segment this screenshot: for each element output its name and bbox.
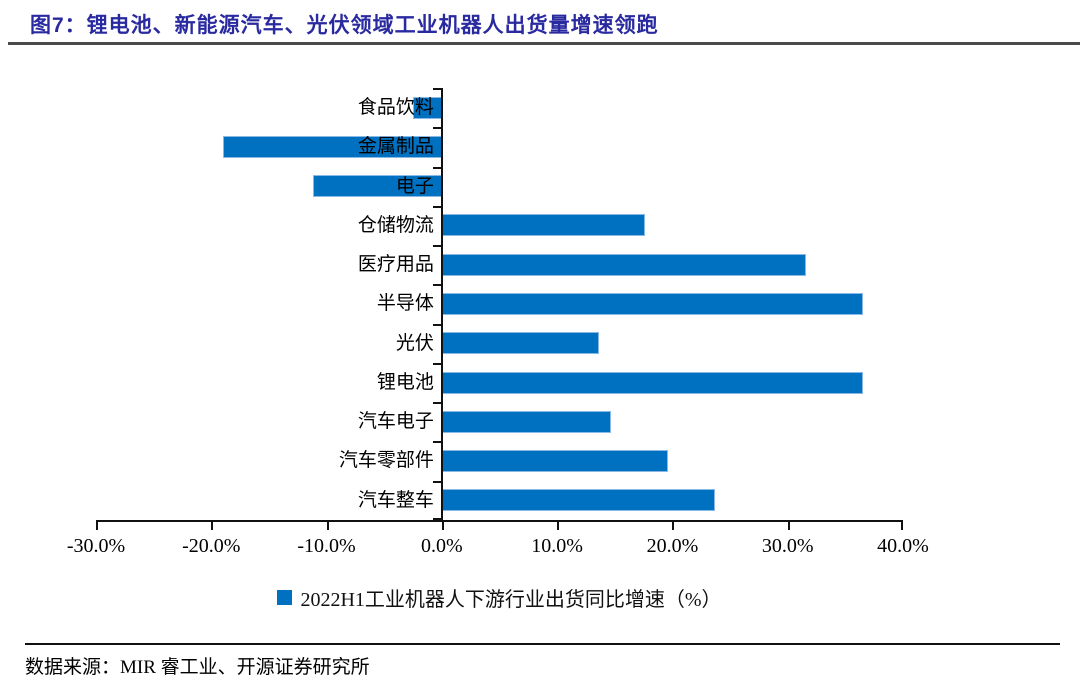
chart-bar — [441, 332, 599, 355]
y-axis-tick — [432, 284, 441, 287]
y-axis-tick — [432, 402, 441, 405]
x-axis-label: 10.0% — [531, 535, 583, 557]
x-axis-tick — [326, 522, 329, 530]
category-label: 电子 — [395, 175, 434, 197]
x-axis-label: 30.0% — [761, 535, 814, 557]
title-divider — [8, 42, 1080, 45]
legend: 2022H1工业机器人下游行业出货同比增速（%） — [96, 583, 903, 612]
y-axis-tick — [432, 245, 441, 248]
category-label: 仓储物流 — [357, 214, 434, 236]
chart-bar — [441, 489, 716, 512]
category-label: 锂电池 — [376, 371, 434, 393]
y-axis-tick — [432, 166, 441, 169]
x-axis-label: 20.0% — [646, 535, 699, 557]
category-label: 汽车整车 — [357, 489, 434, 511]
category-label: 金属制品 — [357, 136, 434, 158]
x-axis-tick — [441, 522, 444, 530]
category-label: 汽车零部件 — [338, 450, 434, 472]
legend-label: 2022H1工业机器人下游行业出货同比增速（%） — [300, 589, 722, 611]
x-axis-line — [96, 520, 903, 522]
x-axis-tick — [901, 522, 903, 530]
x-axis-label: -30.0% — [66, 535, 126, 557]
y-axis-tick — [432, 323, 441, 326]
y-axis-tick — [432, 88, 441, 90]
y-axis-tick — [432, 362, 441, 365]
y-axis-tick — [432, 518, 441, 520]
y-axis-tick — [432, 441, 441, 444]
figure-title: 图7：锂电池、新能源汽车、光伏领域工业机器人出货量增速领跑 — [30, 14, 659, 37]
x-axis-label: -10.0% — [297, 535, 356, 557]
y-axis-tick — [432, 480, 441, 483]
footer-divider — [25, 643, 1060, 645]
legend-swatch-icon — [277, 590, 293, 605]
x-axis-label: 0.0% — [421, 535, 463, 557]
chart-bar — [441, 214, 645, 237]
plot-area: 食品饮料金属制品电子仓储物流医疗用品半导体光伏锂电池汽车电子汽车零部件汽车整车 -… — [67, 88, 929, 557]
chart-bar — [441, 410, 612, 433]
x-axis-tick — [787, 522, 790, 530]
chart-bar — [441, 293, 863, 315]
category-label: 汽车电子 — [357, 411, 434, 433]
chart-bar — [441, 253, 807, 276]
category-label: 半导体 — [376, 293, 434, 315]
chart-bar — [441, 450, 668, 473]
category-label: 医疗用品 — [357, 254, 434, 276]
y-axis-tick — [432, 127, 441, 130]
x-axis-tick — [672, 522, 675, 530]
x-axis-tick — [211, 522, 214, 530]
y-axis-line — [440, 88, 443, 520]
x-axis-tick — [96, 522, 98, 530]
y-axis-tick — [432, 205, 441, 208]
x-axis-label: 40.0% — [877, 535, 929, 557]
category-label: 光伏 — [395, 332, 434, 354]
data-source: 数据来源：MIR 睿工业、开源证券研究所 — [25, 657, 370, 678]
chart-bar — [441, 371, 863, 394]
x-axis-tick — [557, 522, 560, 530]
x-axis-label: -20.0% — [182, 535, 241, 557]
category-label: 食品饮料 — [357, 97, 434, 118]
